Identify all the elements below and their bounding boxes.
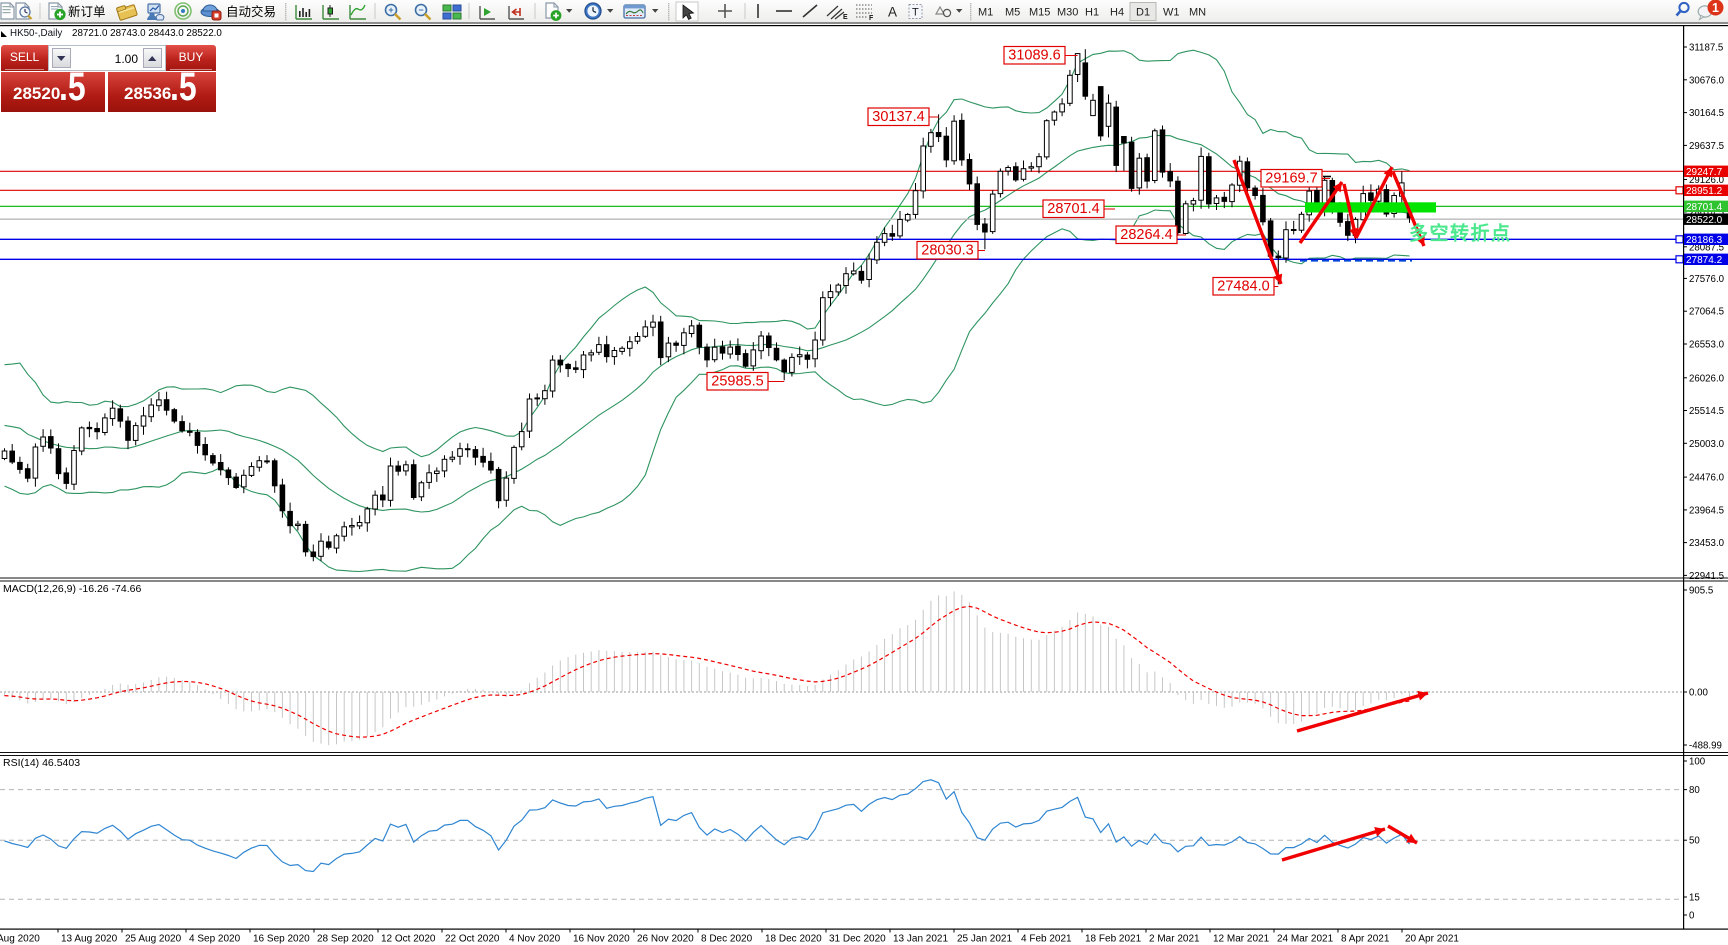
svg-text:80: 80 <box>1689 785 1700 796</box>
svg-text:Aug 2020: Aug 2020 <box>0 934 40 945</box>
svg-text:29247.7: 29247.7 <box>1686 167 1723 178</box>
svg-text:25003.0: 25003.0 <box>1689 439 1725 450</box>
svg-text:2 Mar 2021: 2 Mar 2021 <box>1149 934 1200 945</box>
svg-text:31 Dec 2020: 31 Dec 2020 <box>829 934 886 945</box>
svg-text:26553.0: 26553.0 <box>1689 340 1725 351</box>
svg-text:18 Dec 2020: 18 Dec 2020 <box>765 934 822 945</box>
svg-text:4 Nov 2020: 4 Nov 2020 <box>509 934 561 945</box>
svg-text:W1: W1 <box>1163 7 1180 19</box>
svg-text:13 Aug 2020: 13 Aug 2020 <box>61 934 118 945</box>
svg-text:-488.99: -488.99 <box>1689 741 1722 752</box>
svg-text:13 Jan 2021: 13 Jan 2021 <box>893 934 948 945</box>
svg-text:M5: M5 <box>1005 7 1020 19</box>
svg-text:0: 0 <box>1689 911 1695 922</box>
svg-text:29169.7: 29169.7 <box>1265 171 1317 187</box>
svg-text:24476.0: 24476.0 <box>1689 473 1725 484</box>
svg-text:8 Apr 2021: 8 Apr 2021 <box>1341 934 1390 945</box>
svg-text:MACD(12,26,9) -16.26 -74.66: MACD(12,26,9) -16.26 -74.66 <box>3 583 141 595</box>
svg-text:28614.5: 28614.5 <box>1689 207 1724 218</box>
svg-text:RSI(14) 46.5403: RSI(14) 46.5403 <box>3 757 80 769</box>
svg-text:新订单: 新订单 <box>68 4 106 19</box>
svg-text:28951.2: 28951.2 <box>1686 186 1723 197</box>
svg-text:28186.3: 28186.3 <box>1686 235 1723 246</box>
svg-text:31187.5: 31187.5 <box>1689 43 1723 54</box>
svg-text:25514.5: 25514.5 <box>1689 406 1724 417</box>
svg-text:+: + <box>388 5 393 15</box>
svg-text:28701.4: 28701.4 <box>1686 202 1723 213</box>
svg-text:22941.5: 22941.5 <box>1689 571 1724 582</box>
svg-text:15: 15 <box>1689 893 1700 904</box>
svg-text:50: 50 <box>1689 836 1700 847</box>
svg-text:自动交易: 自动交易 <box>226 4 276 19</box>
svg-text:905.5: 905.5 <box>1689 586 1713 597</box>
svg-text:29637.5: 29637.5 <box>1689 141 1724 152</box>
svg-text:23453.0: 23453.0 <box>1689 538 1725 549</box>
svg-text:23964.5: 23964.5 <box>1689 505 1724 516</box>
svg-text:M1: M1 <box>978 7 993 19</box>
svg-text:25985.5: 25985.5 <box>711 374 763 390</box>
svg-text:H4: H4 <box>1110 7 1124 19</box>
svg-text:−: − <box>418 5 423 15</box>
svg-text:MN: MN <box>1189 7 1206 19</box>
svg-text:M15: M15 <box>1029 7 1050 19</box>
svg-text:28087.5: 28087.5 <box>1689 242 1724 253</box>
svg-text:27874.2: 27874.2 <box>1686 255 1723 266</box>
svg-text:24 Mar 2021: 24 Mar 2021 <box>1277 934 1334 945</box>
svg-text:25 Aug 2020: 25 Aug 2020 <box>125 934 182 945</box>
svg-text:29126.0: 29126.0 <box>1689 175 1725 186</box>
svg-text:20 Apr 2021: 20 Apr 2021 <box>1405 934 1459 945</box>
svg-text:T: T <box>912 7 919 19</box>
svg-text:M30: M30 <box>1057 7 1078 19</box>
svg-text:31089.6: 31089.6 <box>1008 48 1060 64</box>
svg-text:F: F <box>869 15 874 22</box>
svg-text:4 Feb 2021: 4 Feb 2021 <box>1021 934 1072 945</box>
svg-text:4 Sep 2020: 4 Sep 2020 <box>189 934 241 945</box>
svg-text:30137.4: 30137.4 <box>872 109 924 125</box>
svg-text:25 Jan 2021: 25 Jan 2021 <box>957 934 1012 945</box>
svg-text:28701.4: 28701.4 <box>1047 201 1099 217</box>
svg-text:12 Mar 2021: 12 Mar 2021 <box>1213 934 1270 945</box>
svg-text:30676.0: 30676.0 <box>1689 75 1725 86</box>
svg-text:28264.4: 28264.4 <box>1120 227 1172 243</box>
svg-text:28522.0: 28522.0 <box>1686 215 1723 226</box>
svg-text:16 Nov 2020: 16 Nov 2020 <box>573 934 630 945</box>
svg-text:16 Sep 2020: 16 Sep 2020 <box>253 934 310 945</box>
svg-text:D1: D1 <box>1136 7 1150 19</box>
svg-text:22 Oct 2020: 22 Oct 2020 <box>445 934 500 945</box>
svg-text:18 Feb 2021: 18 Feb 2021 <box>1085 934 1142 945</box>
svg-text:26026.0: 26026.0 <box>1689 373 1725 384</box>
svg-text:12 Oct 2020: 12 Oct 2020 <box>381 934 436 945</box>
svg-text:100: 100 <box>1689 757 1706 768</box>
svg-text:28030.3: 28030.3 <box>921 243 973 259</box>
svg-text:0.00: 0.00 <box>1689 688 1708 699</box>
svg-text:30164.5: 30164.5 <box>1689 108 1724 119</box>
svg-text:E: E <box>843 14 848 21</box>
svg-text:H1: H1 <box>1085 7 1099 19</box>
svg-text:1: 1 <box>1712 1 1719 15</box>
svg-text:26 Nov 2020: 26 Nov 2020 <box>637 934 694 945</box>
svg-text:8 Dec 2020: 8 Dec 2020 <box>701 934 753 945</box>
svg-text:27064.5: 27064.5 <box>1689 307 1724 318</box>
svg-text:27576.0: 27576.0 <box>1689 274 1725 285</box>
svg-text:多空转折点: 多空转折点 <box>1409 222 1512 245</box>
svg-text:27484.0: 27484.0 <box>1217 279 1269 295</box>
svg-text:A: A <box>888 5 897 20</box>
svg-text:28 Sep 2020: 28 Sep 2020 <box>317 934 374 945</box>
